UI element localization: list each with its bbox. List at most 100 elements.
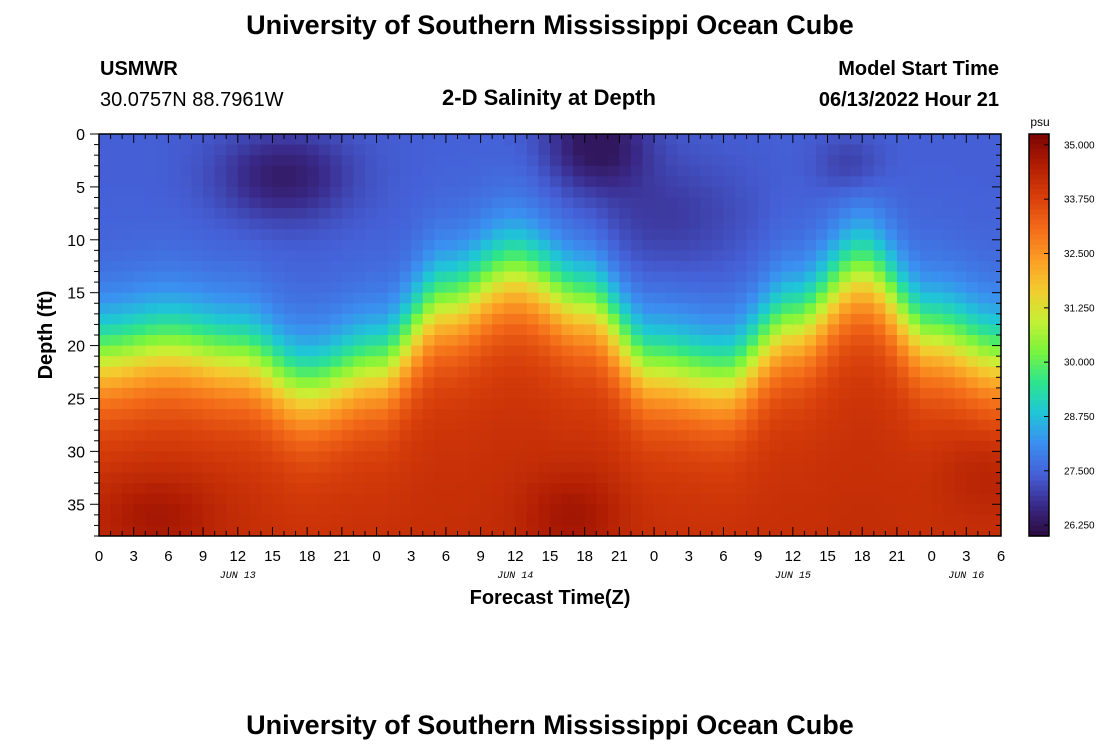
heatmap-cell [399, 483, 412, 495]
heatmap-cell [561, 134, 574, 146]
heatmap-cell [364, 197, 378, 209]
heatmap-cell [596, 218, 609, 230]
heatmap-cell [550, 366, 563, 378]
heatmap-cell [619, 197, 632, 209]
heatmap-cell [885, 250, 898, 262]
heatmap-cell [711, 250, 725, 262]
heatmap-cell [226, 176, 239, 188]
heatmap-cell [445, 271, 459, 283]
heatmap-cell [920, 504, 933, 516]
heatmap-cell [341, 134, 355, 146]
heatmap-cell [781, 387, 794, 400]
heatmap-cell [99, 250, 112, 262]
heatmap-cell [688, 303, 701, 315]
heatmap-cell [480, 504, 493, 516]
heatmap-cell [515, 186, 528, 199]
heatmap-cell [122, 324, 135, 336]
heatmap-cell [237, 144, 250, 156]
heatmap-cell [723, 504, 736, 516]
heatmap-cell [526, 461, 540, 474]
heatmap-cell [654, 155, 667, 167]
heatmap-cell [179, 440, 193, 452]
heatmap-cell [122, 398, 135, 410]
heatmap-cell [746, 197, 759, 209]
heatmap-cell [445, 229, 459, 241]
heatmap-cell [723, 134, 736, 146]
heatmap-cell [260, 504, 274, 516]
heatmap-cell [122, 155, 135, 167]
heatmap-cell [700, 208, 713, 220]
heatmap-cell [931, 366, 944, 378]
heatmap-cell [179, 303, 193, 315]
heatmap-cell [943, 472, 956, 484]
date-label: JUN 13 [220, 571, 256, 582]
heatmap-cell [214, 218, 227, 230]
heatmap-cell [388, 144, 401, 156]
heatmap-cell [353, 356, 366, 368]
heatmap-cell [723, 165, 736, 177]
heatmap-cell [769, 430, 782, 442]
heatmap-cell [943, 377, 956, 389]
heatmap-cell [191, 356, 204, 368]
heatmap-cell [388, 303, 401, 315]
heatmap-cell [584, 356, 597, 368]
heatmap-cell [596, 440, 609, 452]
heatmap-cell [619, 525, 632, 536]
heatmap-cell [954, 356, 967, 368]
heatmap-cell [873, 271, 886, 283]
heatmap-cell [284, 345, 297, 357]
heatmap-cell [596, 335, 609, 347]
heatmap-cell [457, 260, 470, 273]
heatmap-cell [700, 387, 713, 400]
heatmap-cell [746, 271, 759, 283]
heatmap-cell [295, 366, 308, 378]
heatmap-cell [862, 430, 875, 442]
heatmap-cell [931, 250, 944, 262]
heatmap-cell [711, 260, 725, 273]
heatmap-cell [318, 356, 331, 368]
heatmap-cell [353, 197, 366, 209]
x-tick-label: 21 [611, 548, 628, 565]
heatmap-cell [515, 292, 528, 304]
heatmap-cell [885, 525, 898, 536]
heatmap-cell [827, 313, 840, 326]
heatmap-cell [758, 504, 771, 516]
heatmap-cell [156, 430, 169, 442]
heatmap-cell [422, 419, 435, 431]
heatmap-cell [249, 292, 262, 304]
heatmap-cell [885, 229, 898, 241]
heatmap-cell [977, 525, 991, 536]
heatmap-cell [561, 324, 574, 336]
heatmap-cell [353, 525, 366, 536]
heatmap-cell [411, 440, 424, 452]
heatmap-cell [711, 144, 725, 156]
heatmap-cell [411, 504, 424, 516]
heatmap-cell [642, 461, 655, 474]
heatmap-cell [515, 430, 528, 442]
heatmap-cell [110, 504, 123, 516]
heatmap-cell [237, 483, 250, 495]
heatmap-cell [596, 303, 609, 315]
heatmap-cell [110, 440, 123, 452]
heatmap-cell [272, 324, 285, 336]
heatmap-cell [804, 186, 817, 199]
heatmap-cell [642, 440, 655, 452]
heatmap-cell [977, 472, 991, 484]
heatmap-cell [781, 430, 794, 442]
heatmap-cell [203, 165, 216, 177]
heatmap-cell [815, 483, 829, 495]
heatmap-cell [133, 514, 146, 527]
heatmap-cell [307, 324, 320, 336]
heatmap-cell [480, 514, 493, 527]
heatmap-cell [735, 176, 748, 188]
heatmap-cell [989, 377, 1001, 389]
colorbar-band [1029, 314, 1049, 321]
heatmap-cell [318, 186, 331, 199]
heatmap-cell [781, 186, 794, 199]
colorbar-tick-label: 31.250 [1064, 303, 1095, 314]
heatmap-cell [376, 514, 389, 527]
heatmap-cell [492, 419, 505, 431]
heatmap-cell [908, 282, 921, 294]
heatmap-cell [469, 197, 482, 209]
heatmap-cell [931, 387, 944, 400]
